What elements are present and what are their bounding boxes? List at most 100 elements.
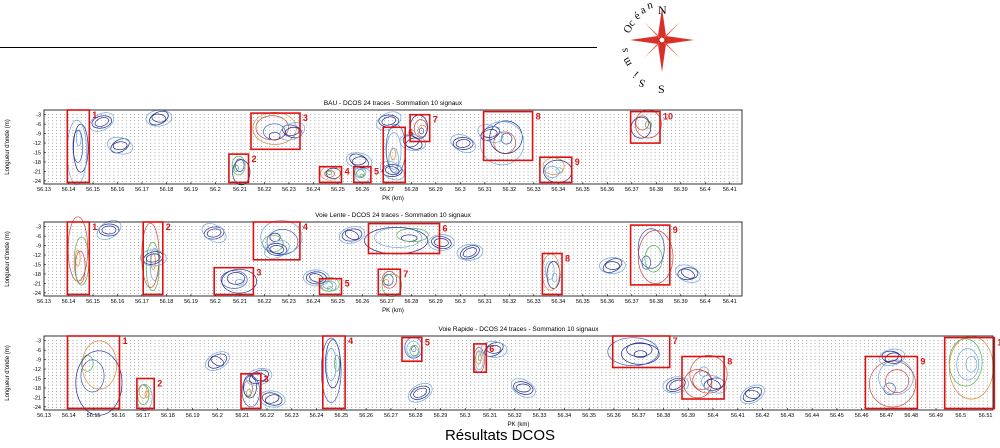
zone-box [473, 343, 488, 373]
x-tick-label: 56.37 [625, 299, 639, 305]
x-tick-label: 56.3 [460, 413, 471, 419]
sismocean-logo: N S O c é a n s m i S [619, 0, 694, 96]
zone-box [539, 156, 573, 184]
zone-box [401, 336, 423, 363]
x-tick-label: 56.5 [955, 413, 966, 419]
zone-box [352, 165, 372, 184]
zone-label: 1 [123, 336, 128, 346]
y-tick-label: -3 [36, 225, 41, 231]
logo-letter: é [632, 10, 643, 23]
logo-letter: n [646, 0, 655, 12]
zone-box [409, 113, 431, 143]
zone-label: 3 [264, 374, 269, 384]
plot-frame [43, 109, 743, 185]
logo-letter: a [638, 4, 648, 17]
x-tick-label: 56.2 [212, 413, 223, 419]
x-tick-label: 56.29 [429, 299, 443, 305]
x-tick-label: 56.33 [527, 299, 541, 305]
y-tick-label: -3 [36, 113, 41, 119]
x-tick-label: 56.16 [111, 187, 125, 193]
zone-box [66, 109, 91, 184]
x-tick-label: 56.25 [334, 413, 348, 419]
chart-panel-1: BAU - DCOS 24 traces - Sommation 10 sign… [5, 100, 743, 202]
x-tick-label: 56.49 [929, 413, 943, 419]
zone-label: 4 [348, 336, 353, 346]
x-tick-label: 56.24 [307, 299, 321, 305]
y-tick-label: -15 [33, 263, 41, 269]
y-axis-label: Longueur d'onde (m) [5, 345, 11, 401]
sample-dots [48, 226, 738, 294]
x-tick-label: 56.26 [356, 299, 370, 305]
zone-label: 1 [92, 110, 97, 120]
logo-letter: i [631, 69, 641, 80]
zone-label: 9 [673, 225, 678, 235]
x-tick-label: 56.38 [649, 187, 663, 193]
x-tick-label: 56.3 [455, 299, 466, 305]
x-tick-label: 56.41 [723, 187, 737, 193]
x-tick-label: 56.31 [478, 187, 492, 193]
compass-south: S [658, 82, 665, 96]
x-tick-label: 56.31 [478, 299, 492, 305]
y-tick-label: -15 [33, 377, 41, 383]
zone-box [240, 372, 262, 410]
x-tick-label: 56.2 [210, 299, 221, 305]
x-tick-label: 56.35 [576, 187, 590, 193]
x-tick-label: 56.24 [307, 187, 321, 193]
zone-label: 6 [443, 224, 448, 234]
x-tick-label: 56.34 [557, 413, 571, 419]
zone-box [318, 165, 343, 184]
plot-frame [43, 335, 994, 411]
x-tick-label: 56.29 [429, 187, 443, 193]
x-tick-label: 56.4 [700, 299, 711, 305]
x-tick-label: 56.24 [310, 413, 324, 419]
y-tick-label: -6 [36, 234, 41, 240]
zone-box [318, 277, 343, 296]
x-tick-label: 56.29 [434, 413, 448, 419]
x-tick-label: 56.32 [502, 299, 516, 305]
x-tick-label: 56.28 [409, 413, 423, 419]
zone-box [66, 221, 91, 296]
y-tick-label: -21 [33, 395, 41, 401]
x-tick-label: 56.4 [708, 413, 719, 419]
zone-box [321, 335, 346, 410]
x-tick-label: 56.15 [86, 299, 100, 305]
chart-title: Voie Lente - DCOS 24 traces - Sommation … [315, 212, 471, 219]
x-tick-label: 56.27 [380, 299, 394, 305]
x-tick-label: 56.32 [502, 187, 516, 193]
zone-label: 6 [489, 344, 494, 354]
figure-caption: Résultats DCOS [444, 427, 556, 444]
x-tick-label: 56.35 [576, 299, 590, 305]
zone-box [629, 110, 661, 144]
x-tick-label: 56.17 [136, 413, 150, 419]
y-tick-label: -9 [36, 132, 41, 138]
y-tick-label: -12 [33, 141, 41, 147]
zone-label: 2 [252, 154, 257, 164]
x-tick-label: 56.28 [404, 299, 418, 305]
zone-box [142, 221, 164, 296]
x-tick-label: 56.21 [233, 299, 247, 305]
x-tick-label: 56.22 [258, 187, 272, 193]
x-tick-label: 56.17 [135, 187, 149, 193]
x-tick-label: 56.45 [830, 413, 844, 419]
x-tick-label: 56.34 [551, 187, 565, 193]
zone-label: 5 [425, 338, 430, 348]
x-tick-label: 56.18 [160, 299, 174, 305]
x-tick-label: 56.35 [582, 413, 596, 419]
x-tick-label: 56.18 [160, 187, 174, 193]
x-tick-label: 56.22 [260, 413, 274, 419]
y-axis-label: Longueur d'onde (m) [5, 119, 11, 175]
x-tick-label: 56.21 [235, 413, 249, 419]
x-tick-label: 56.27 [384, 413, 398, 419]
y-tick-label: -24 [33, 179, 41, 185]
x-tick-label: 56.14 [62, 299, 76, 305]
x-tick-label: 56.28 [404, 187, 418, 193]
x-tick-label: 56.39 [681, 413, 695, 419]
zone-label: 5 [374, 167, 379, 177]
zone-label: 1 [92, 222, 97, 232]
x-tick-label: 56.18 [161, 413, 175, 419]
x-tick-label: 56.41 [723, 299, 737, 305]
x-tick-label: 56.17 [135, 299, 149, 305]
y-tick-label: -12 [33, 367, 41, 373]
y-tick-label: -18 [33, 160, 41, 166]
zone-box [864, 355, 919, 410]
